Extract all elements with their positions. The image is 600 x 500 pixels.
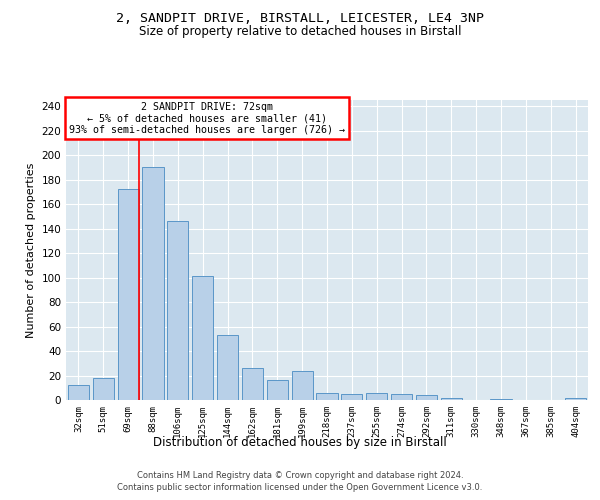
Text: Contains HM Land Registry data © Crown copyright and database right 2024.: Contains HM Land Registry data © Crown c… xyxy=(137,472,463,480)
Y-axis label: Number of detached properties: Number of detached properties xyxy=(26,162,36,338)
Bar xyxy=(316,392,338,400)
Bar xyxy=(142,168,164,400)
Bar xyxy=(242,368,263,400)
Text: 2 SANDPIT DRIVE: 72sqm
← 5% of detached houses are smaller (41)
93% of semi-deta: 2 SANDPIT DRIVE: 72sqm ← 5% of detached … xyxy=(69,102,345,134)
Bar xyxy=(565,398,586,400)
Bar xyxy=(292,370,313,400)
Text: 2, SANDPIT DRIVE, BIRSTALL, LEICESTER, LE4 3NP: 2, SANDPIT DRIVE, BIRSTALL, LEICESTER, L… xyxy=(116,12,484,26)
Bar xyxy=(68,386,89,400)
Bar xyxy=(490,399,512,400)
Bar xyxy=(391,394,412,400)
Bar xyxy=(167,221,188,400)
Bar xyxy=(416,395,437,400)
Text: Contains public sector information licensed under the Open Government Licence v3: Contains public sector information licen… xyxy=(118,483,482,492)
Bar xyxy=(341,394,362,400)
Bar xyxy=(118,190,139,400)
Text: Distribution of detached houses by size in Birstall: Distribution of detached houses by size … xyxy=(153,436,447,449)
Text: Size of property relative to detached houses in Birstall: Size of property relative to detached ho… xyxy=(139,25,461,38)
Bar xyxy=(267,380,288,400)
Bar xyxy=(366,392,387,400)
Bar xyxy=(93,378,114,400)
Bar xyxy=(217,335,238,400)
Bar xyxy=(192,276,213,400)
Bar xyxy=(441,398,462,400)
